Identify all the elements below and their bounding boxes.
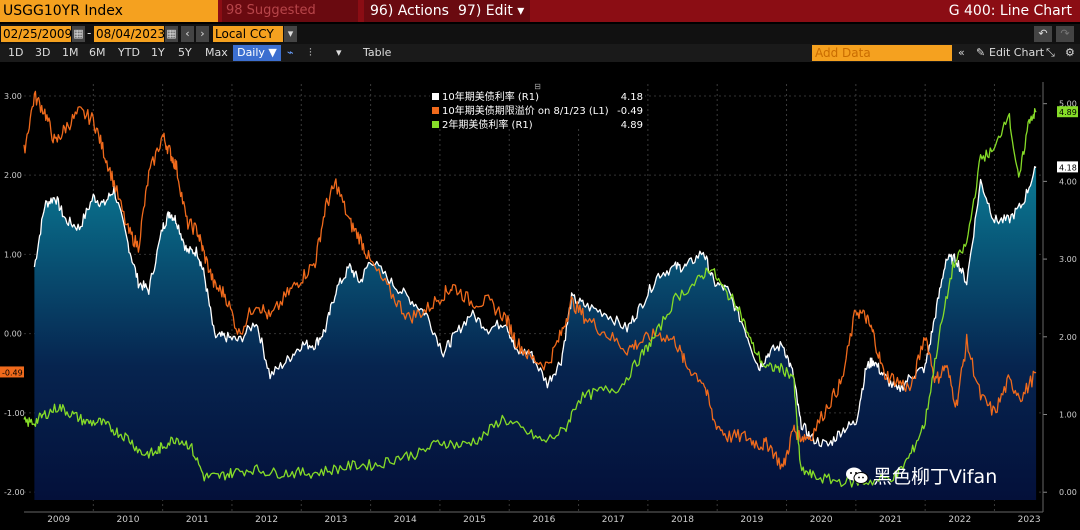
suggested-charts-button[interactable]: 98 Suggested Charts: [222, 0, 358, 40]
right-tick-label: 5.00: [1059, 100, 1077, 109]
watermark: 黑色柳丁Vifan: [845, 462, 997, 489]
x-tick-label: 2023: [1018, 515, 1041, 525]
x-tick-label: 2022: [948, 515, 971, 525]
range-5y[interactable]: 5Y: [178, 46, 192, 59]
frequency-select[interactable]: Daily ▼: [233, 45, 281, 61]
right-last-value-white-bg: [1057, 161, 1078, 173]
x-tick-label: 2019: [740, 515, 763, 525]
left-last-value-label: -0.49: [2, 368, 23, 377]
pencil-icon[interactable]: ✎: [976, 46, 986, 59]
watermark-text: 黑色柳丁Vifan: [873, 466, 998, 488]
table-button[interactable]: Table: [363, 46, 392, 59]
range-max[interactable]: Max: [205, 46, 228, 59]
legend-value: 4.89: [620, 120, 643, 131]
left-last-value-label-bg: [0, 366, 24, 378]
x-tick-label: 2012: [255, 515, 278, 525]
wechat-icon: [846, 467, 869, 484]
chevron-right-icon[interactable]: ›: [196, 26, 209, 42]
legend-swatch: [432, 121, 439, 128]
x-tick-label: 2015: [463, 515, 486, 525]
x-tick-label: 2021: [879, 515, 902, 525]
line-chart-icon[interactable]: ⌁: [287, 46, 294, 59]
collapse-icon[interactable]: «: [958, 46, 965, 59]
series-area-fill: [34, 166, 1037, 500]
range-1y[interactable]: 1Y: [151, 46, 165, 59]
end-date-input[interactable]: 08/04/2023: [94, 26, 166, 42]
chart-legend: ⊟ 10年期美债利率 (R1) 4.18 10年期美债期限溢价 on 8/1/23…: [430, 82, 645, 131]
left-tick-label: 0.00: [4, 330, 22, 339]
x-tick-label: 2010: [117, 515, 140, 525]
left-tick-label: -1.00: [4, 409, 25, 418]
edit-chart-button[interactable]: Edit Chart: [989, 46, 1045, 59]
edit-menu[interactable]: 97) Edit ▾: [452, 0, 531, 22]
redo-icon[interactable]: ↷: [1056, 26, 1074, 42]
undo-icon[interactable]: ↶: [1034, 26, 1052, 42]
actions-menu[interactable]: 96) Actions ▾: [364, 0, 467, 22]
x-tick-label: 2020: [810, 515, 833, 525]
right-last-value-green: 4.89: [1059, 108, 1077, 117]
chart-type-icon[interactable]: ⫶: [309, 46, 312, 59]
legend-label: 2年期美债利率 (R1): [442, 120, 533, 131]
currency-select[interactable]: Local CCY: [213, 26, 283, 42]
chart-area: 2009 2010 2011 2012 2013 2014 2015 2016 2017 2018…: [0, 62, 1080, 526]
series-line: [23, 90, 1037, 470]
dropdown-arrow-icon[interactable]: ▾: [284, 26, 297, 42]
legend-swatch: [432, 107, 439, 114]
range-6m[interactable]: 6M: [89, 46, 106, 59]
x-tick-label: 2016: [532, 515, 555, 525]
x-tick-label: 2013: [324, 515, 347, 525]
range-1m[interactable]: 1M: [62, 46, 79, 59]
right-tick-label: 3.00: [1059, 255, 1077, 264]
x-tick-label: 2017: [602, 515, 625, 525]
x-tick-label: 2011: [186, 515, 209, 525]
left-tick-label: 2.00: [4, 171, 22, 180]
series-line: [23, 107, 1037, 488]
x-tick-label: 2018: [671, 515, 694, 525]
left-tick-label: 3.00: [4, 92, 22, 101]
range-ytd[interactable]: YTD: [118, 46, 140, 59]
legend-value: -0.49: [617, 106, 643, 117]
legend-item: 10年期美债利率 (R1) 4.18: [430, 91, 645, 105]
legend-swatch: [432, 93, 439, 100]
x-tick-label: 2014: [394, 515, 417, 525]
chart-function-title: G 400: Line Chart: [948, 3, 1072, 19]
right-tick-label: 4.00: [1059, 177, 1077, 186]
legend-item: 2年期美债利率 (R1) 4.89: [430, 119, 645, 133]
ticker-field[interactable]: USGG10YR Index: [0, 0, 218, 22]
x-tick-label: 2009: [47, 515, 70, 525]
right-last-value-green-bg: [1057, 106, 1078, 118]
legend-item: 10年期美债期限溢价 on 8/1/23 (L1) -0.49: [430, 105, 645, 119]
right-tick-label: 0.00: [1059, 488, 1077, 497]
legend-label: 10年期美债期限溢价 on 8/1/23 (L1): [442, 106, 609, 117]
legend-label: 10年期美债利率 (R1): [442, 92, 540, 103]
right-tick-label: 2.00: [1059, 333, 1077, 342]
left-tick-label: 1.00: [4, 250, 22, 259]
add-data-input[interactable]: Add Data: [812, 45, 952, 61]
resize-icon[interactable]: ⤡: [1046, 46, 1055, 59]
left-tick-label: -2.00: [4, 488, 25, 497]
chart-type-dropdown-icon[interactable]: ▾: [336, 46, 342, 59]
calendar-icon[interactable]: ▦: [165, 26, 178, 42]
legend-handle-icon[interactable]: ⊟: [534, 82, 541, 91]
right-last-value-white: 4.18: [1059, 163, 1077, 172]
right-tick-label: 1.00: [1059, 411, 1077, 420]
range-3d[interactable]: 3D: [35, 46, 51, 59]
date-separator: -: [87, 26, 92, 40]
range-1d[interactable]: 1D: [8, 46, 24, 59]
line-chart: 2009 2010 2011 2012 2013 2014 2015 2016 2017 2018…: [0, 82, 1078, 525]
legend-value: 4.18: [620, 92, 643, 103]
start-date-input[interactable]: 02/25/2009: [1, 26, 73, 42]
gear-icon[interactable]: ⚙: [1065, 46, 1075, 59]
calendar-icon[interactable]: ▦: [72, 26, 85, 42]
chevron-left-icon[interactable]: ‹: [181, 26, 194, 42]
